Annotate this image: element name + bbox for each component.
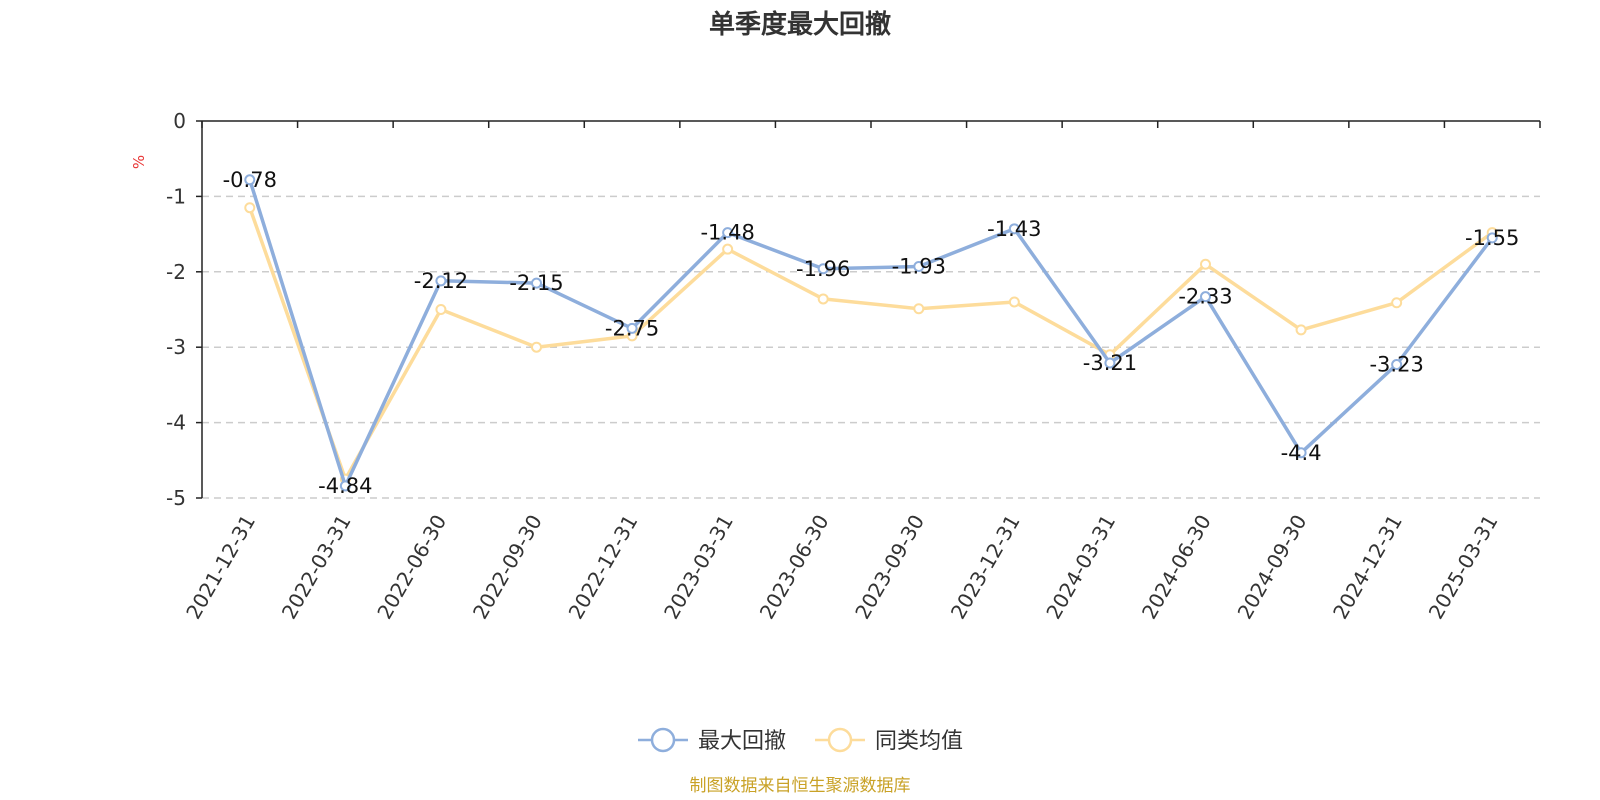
x-tick-label: 2021-12-31	[181, 511, 260, 624]
data-point[interactable]	[244, 202, 256, 214]
legend-item[interactable]: 最大回撤	[638, 727, 786, 754]
legend-label: 最大回撤	[698, 729, 786, 754]
grid-lines	[202, 195, 1540, 499]
data-point[interactable]	[1391, 297, 1403, 309]
y-tick-label: -2	[166, 260, 186, 284]
data-label: -3.21	[1083, 351, 1137, 375]
legend-circle-icon	[827, 727, 853, 753]
y-tick-label: -4	[166, 411, 186, 435]
data-point[interactable]	[722, 227, 734, 239]
data-point[interactable]	[531, 277, 542, 289]
data-label: -1.43	[987, 217, 1041, 241]
x-tick-label: 2024-12-31	[1328, 511, 1407, 624]
data-point[interactable]	[817, 293, 829, 305]
data-label: -2.33	[1178, 285, 1232, 309]
data-point[interactable]	[722, 243, 734, 255]
legend-item[interactable]: 同类均值	[815, 727, 963, 754]
data-label: -4.84	[318, 474, 372, 498]
data-point[interactable]	[435, 275, 447, 287]
data-point[interactable]	[435, 304, 447, 315]
data-point[interactable]	[1295, 447, 1307, 459]
x-tick-label: 2023-03-31	[659, 511, 738, 624]
y-tick-label: 0	[173, 109, 186, 133]
data-point[interactable]	[1486, 232, 1498, 244]
x-tick-label: 2023-09-30	[850, 510, 929, 623]
data-point[interactable]	[1008, 223, 1020, 235]
data-label: -1.96	[796, 257, 850, 281]
data-point[interactable]	[244, 174, 256, 186]
series-line-peer-average	[248, 207, 1494, 481]
data-label: -1.48	[700, 221, 754, 245]
data-point[interactable]	[1391, 359, 1403, 371]
data-point[interactable]	[1295, 324, 1307, 336]
x-tick-label: 2024-03-31	[1041, 511, 1120, 624]
data-label: -4.4	[1281, 441, 1322, 465]
x-tick-label: 2024-06-30	[1137, 511, 1216, 624]
series-lines	[244, 174, 1498, 492]
data-labels: -0.78 -4.84 -2.12 -2.15 -2.75 -1.48 -1.96 -1.93…	[223, 168, 1520, 498]
data-point[interactable]	[531, 341, 542, 353]
data-point[interactable]	[1200, 291, 1211, 303]
x-tick-label: 2023-12-31	[946, 511, 1025, 624]
data-point[interactable]	[1104, 357, 1116, 369]
data-point[interactable]	[1008, 296, 1020, 308]
series-line-max-drawdown	[248, 179, 1494, 488]
x-tick-label: 2023-06-30	[755, 511, 834, 624]
data-label: -1.93	[892, 255, 946, 279]
legend[interactable]: 最大回撤 同类均值	[638, 727, 963, 754]
data-point[interactable]	[1200, 258, 1211, 270]
y-tick-label: -3	[166, 335, 186, 359]
data-label: -2.15	[509, 271, 563, 295]
data-point[interactable]	[626, 322, 638, 334]
data-label: -2.12	[414, 269, 468, 293]
x-tick-label: 2022-12-31	[563, 511, 642, 624]
data-point[interactable]	[913, 261, 925, 273]
source-note: 制图数据来自恒生聚源数据库	[690, 776, 911, 796]
x-tick-label: 2024-09-30	[1232, 511, 1311, 624]
legend-circle-icon	[650, 727, 676, 753]
legend-label: 同类均值	[875, 729, 963, 754]
y-axis-unit-label: %	[130, 155, 148, 169]
data-label: -0.78	[223, 168, 277, 192]
data-point[interactable]	[339, 480, 351, 492]
x-tick-label: 2025-03-31	[1424, 511, 1503, 624]
data-label: -2.75	[605, 316, 659, 340]
x-tick-label: 2022-09-30	[468, 511, 547, 624]
data-point[interactable]	[913, 303, 925, 315]
x-tick-label: 2022-06-30	[372, 511, 451, 624]
x-tick-label: 2022-03-31	[277, 511, 356, 624]
data-label: -3.23	[1369, 353, 1423, 377]
data-point[interactable]	[817, 263, 829, 275]
y-tick-label: -5	[166, 486, 186, 510]
data-label: -1.55	[1465, 226, 1519, 250]
y-tick-label: -1	[166, 184, 186, 208]
chart-title: 单季度最大回撤	[709, 9, 891, 40]
